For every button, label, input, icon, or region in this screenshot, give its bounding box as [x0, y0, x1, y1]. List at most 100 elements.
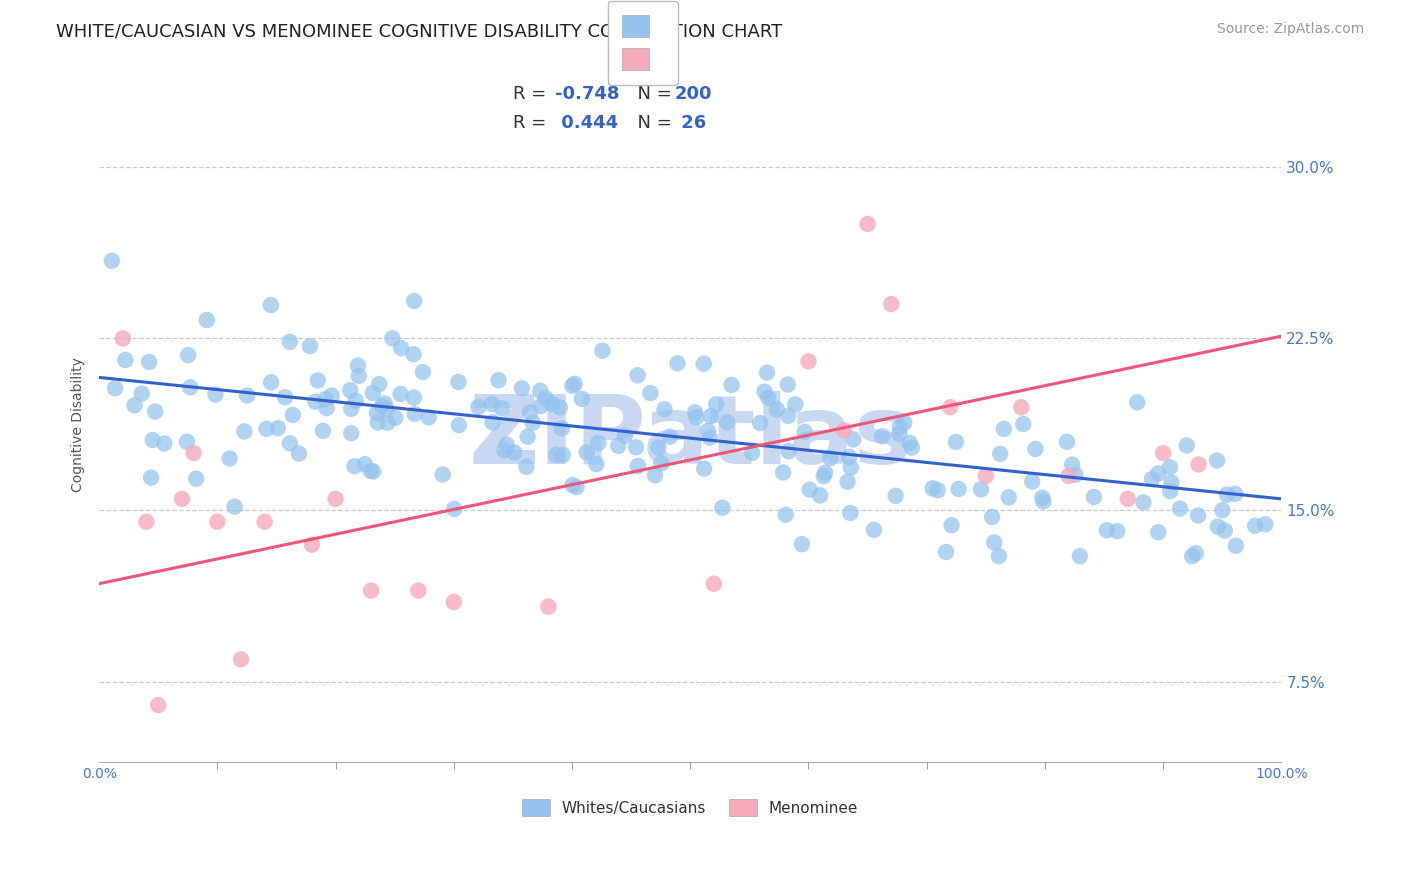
Point	[224, 500, 246, 514]
Point	[1206, 519, 1229, 533]
Point	[1126, 395, 1149, 409]
Point	[143, 404, 166, 418]
Point	[495, 437, 517, 451]
Text: 26: 26	[675, 114, 706, 132]
Point	[981, 510, 1004, 524]
Point	[627, 458, 650, 473]
Point	[785, 397, 807, 411]
Point	[260, 298, 283, 312]
Legend: Whites/Caucasians, Menominee: Whites/Caucasians, Menominee	[516, 792, 865, 822]
Text: 200: 200	[675, 85, 713, 103]
Point	[288, 446, 311, 460]
Point	[703, 576, 725, 591]
Point	[842, 433, 865, 447]
Point	[551, 448, 574, 462]
Point	[447, 375, 470, 389]
Point	[749, 416, 772, 430]
Point	[546, 448, 568, 462]
Point	[418, 410, 440, 425]
Point	[1056, 434, 1078, 449]
Point	[534, 392, 557, 406]
Point	[179, 380, 201, 394]
Point	[503, 445, 526, 459]
Point	[510, 381, 533, 395]
Point	[988, 447, 1011, 461]
Point	[519, 405, 541, 419]
Point	[278, 334, 301, 349]
Point	[278, 436, 301, 450]
Point	[1012, 417, 1035, 431]
Point	[614, 429, 637, 443]
Point	[1140, 472, 1163, 486]
Point	[153, 436, 176, 450]
Point	[699, 431, 721, 445]
Point	[756, 391, 779, 405]
Point	[1168, 501, 1191, 516]
Point	[467, 400, 489, 414]
Point	[1095, 524, 1118, 538]
Point	[1024, 442, 1046, 456]
Point	[540, 396, 562, 410]
Point	[863, 523, 886, 537]
Point	[1147, 467, 1170, 481]
Point	[402, 391, 425, 405]
Point	[832, 423, 855, 437]
Text: N =: N =	[626, 85, 678, 103]
Point	[548, 401, 571, 415]
Point	[176, 434, 198, 449]
Point	[1211, 503, 1233, 517]
Point	[491, 401, 513, 416]
Text: ZIPatlas: ZIPatlas	[468, 392, 912, 484]
Point	[756, 366, 779, 380]
Point	[575, 445, 598, 459]
Point	[374, 396, 396, 410]
Point	[654, 402, 676, 417]
Point	[315, 392, 337, 406]
Point	[488, 373, 510, 387]
Point	[754, 384, 776, 399]
Point	[347, 368, 370, 383]
Point	[659, 429, 682, 443]
Point	[375, 402, 398, 417]
Point	[515, 459, 537, 474]
Point	[776, 377, 799, 392]
Point	[443, 502, 465, 516]
Point	[939, 401, 962, 415]
Text: Source: ZipAtlas.com: Source: ZipAtlas.com	[1216, 22, 1364, 37]
Point	[778, 409, 800, 423]
Point	[170, 491, 193, 506]
Point	[389, 387, 412, 401]
Point	[1244, 518, 1267, 533]
Point	[607, 439, 630, 453]
Point	[551, 421, 574, 435]
Point	[941, 518, 963, 533]
Point	[683, 405, 706, 419]
Point	[945, 434, 967, 449]
Text: R =: R =	[513, 85, 553, 103]
Point	[856, 217, 879, 231]
Point	[412, 365, 434, 379]
Point	[898, 435, 921, 450]
Point	[1225, 539, 1247, 553]
Point	[408, 583, 430, 598]
Point	[561, 478, 583, 492]
Point	[775, 508, 797, 522]
Text: N =: N =	[626, 114, 678, 132]
Text: R =: R =	[513, 114, 553, 132]
Point	[312, 424, 335, 438]
Point	[720, 378, 742, 392]
Point	[818, 451, 841, 466]
Point	[183, 446, 205, 460]
Point	[927, 483, 949, 498]
Point	[494, 443, 516, 458]
Point	[1083, 490, 1105, 504]
Point	[693, 461, 716, 475]
Point	[307, 373, 329, 387]
Point	[766, 402, 789, 417]
Point	[700, 409, 723, 423]
Point	[1181, 549, 1204, 564]
Point	[1057, 469, 1080, 483]
Point	[1152, 446, 1174, 460]
Point	[889, 420, 911, 434]
Point	[790, 537, 813, 551]
